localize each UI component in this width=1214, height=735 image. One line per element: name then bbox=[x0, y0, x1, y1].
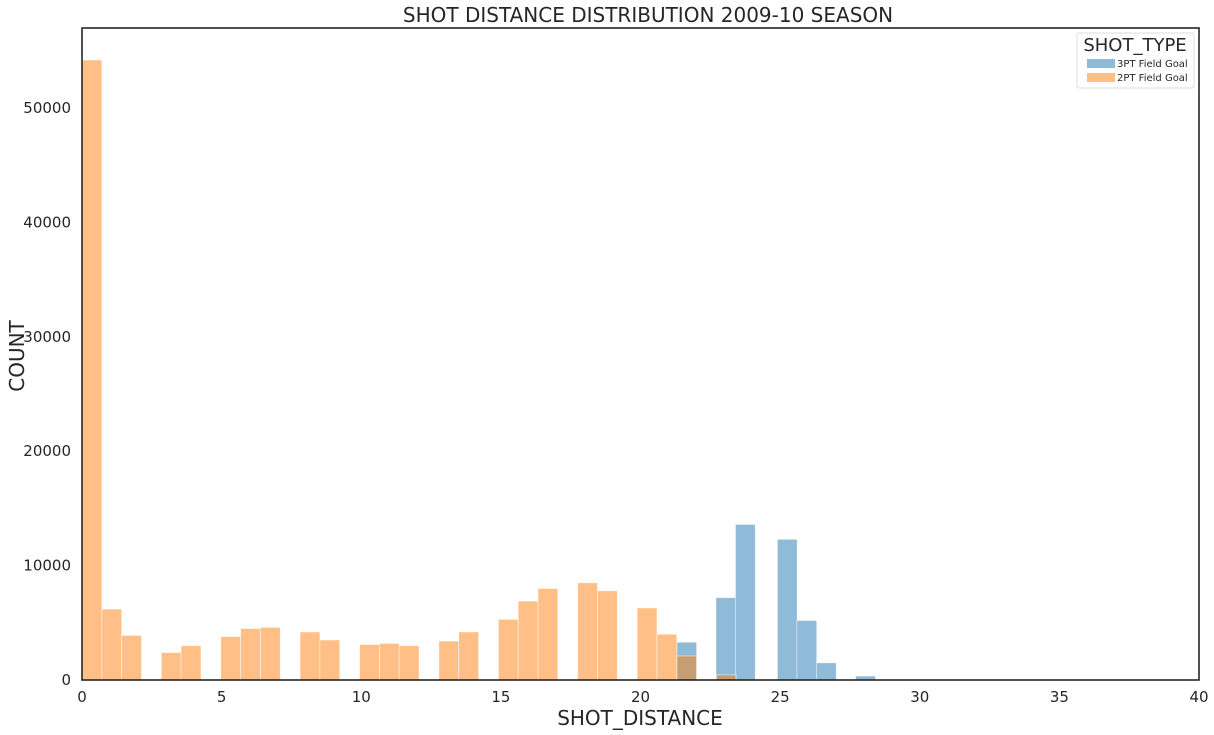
chart-title: SHOT DISTANCE DISTRIBUTION 2009-10 SEASO… bbox=[403, 3, 893, 27]
bar-2pt-2 bbox=[121, 634, 142, 681]
y-tick-label: 20000 bbox=[23, 442, 71, 460]
bar-2pt-16 bbox=[517, 600, 539, 681]
bar-3pt-4 bbox=[796, 620, 818, 681]
bar-2pt-8 bbox=[299, 631, 321, 681]
y-tick-label: 40000 bbox=[23, 213, 71, 231]
bar-3pt-5 bbox=[816, 662, 837, 681]
x-tick-label: 10 bbox=[352, 688, 371, 706]
bar-2pt-3 bbox=[160, 652, 182, 681]
bar-2pt-20 bbox=[636, 607, 658, 681]
bar-2pt-9 bbox=[319, 639, 341, 681]
bar-2pt-14 bbox=[458, 631, 479, 681]
x-tick-label: 40 bbox=[1189, 688, 1208, 706]
legend-label-2pt: 2PT Field Goal bbox=[1117, 73, 1188, 84]
bar-2pt-5 bbox=[220, 636, 242, 681]
bar-2pt-21 bbox=[656, 633, 678, 681]
legend-title: SHOT_TYPE bbox=[1083, 35, 1186, 56]
bars-layer bbox=[81, 59, 876, 681]
legend-swatch-2pt bbox=[1087, 73, 1115, 82]
plot-frame bbox=[81, 27, 1200, 681]
x-axis-title: SHOT_DISTANCE bbox=[557, 706, 723, 730]
bar-2pt-13 bbox=[438, 640, 460, 681]
y-tick-label: 30000 bbox=[23, 328, 71, 346]
bar-2pt-4 bbox=[180, 645, 202, 681]
x-tick-label: 15 bbox=[491, 688, 510, 706]
y-axis-ticks: 0 10000 20000 30000 40000 50000 bbox=[23, 99, 71, 689]
x-tick-label: 30 bbox=[910, 688, 929, 706]
y-tick-label: 50000 bbox=[23, 99, 71, 117]
bar-3pt-1 bbox=[715, 597, 737, 681]
legend-swatch-3pt bbox=[1087, 59, 1115, 68]
x-tick-label: 25 bbox=[771, 688, 790, 706]
bar-2pt-18 bbox=[577, 582, 598, 681]
bar-2pt-0 bbox=[81, 59, 103, 681]
x-tick-label: 5 bbox=[217, 688, 227, 706]
y-tick-label: 0 bbox=[61, 671, 71, 689]
x-tick-label: 35 bbox=[1050, 688, 1069, 706]
bar-2pt-22 bbox=[676, 655, 698, 681]
bar-2pt-12 bbox=[398, 645, 420, 681]
y-axis-title: COUNT bbox=[5, 319, 29, 391]
legend-label-3pt: 3PT Field Goal bbox=[1117, 59, 1188, 70]
bar-2pt-17 bbox=[537, 588, 559, 681]
bar-3pt-2 bbox=[735, 524, 756, 681]
bar-3pt-3 bbox=[776, 538, 798, 681]
x-tick-label: 20 bbox=[631, 688, 650, 706]
y-tick-label: 10000 bbox=[23, 557, 71, 575]
bar-2pt-11 bbox=[379, 642, 400, 681]
bar-2pt-15 bbox=[497, 618, 519, 681]
bar-2pt-1 bbox=[101, 608, 123, 681]
x-axis-ticks: 0 5 10 15 20 25 30 35 40 bbox=[77, 688, 1208, 706]
legend: SHOT_TYPE 3PT Field Goal 2PT Field Goal bbox=[1076, 32, 1195, 89]
bar-2pt-7 bbox=[260, 626, 281, 681]
bar-2pt-19 bbox=[597, 590, 618, 681]
bar-2pt-10 bbox=[359, 644, 380, 681]
bar-2pt-6 bbox=[240, 628, 261, 681]
x-tick-label: 0 bbox=[77, 688, 87, 706]
